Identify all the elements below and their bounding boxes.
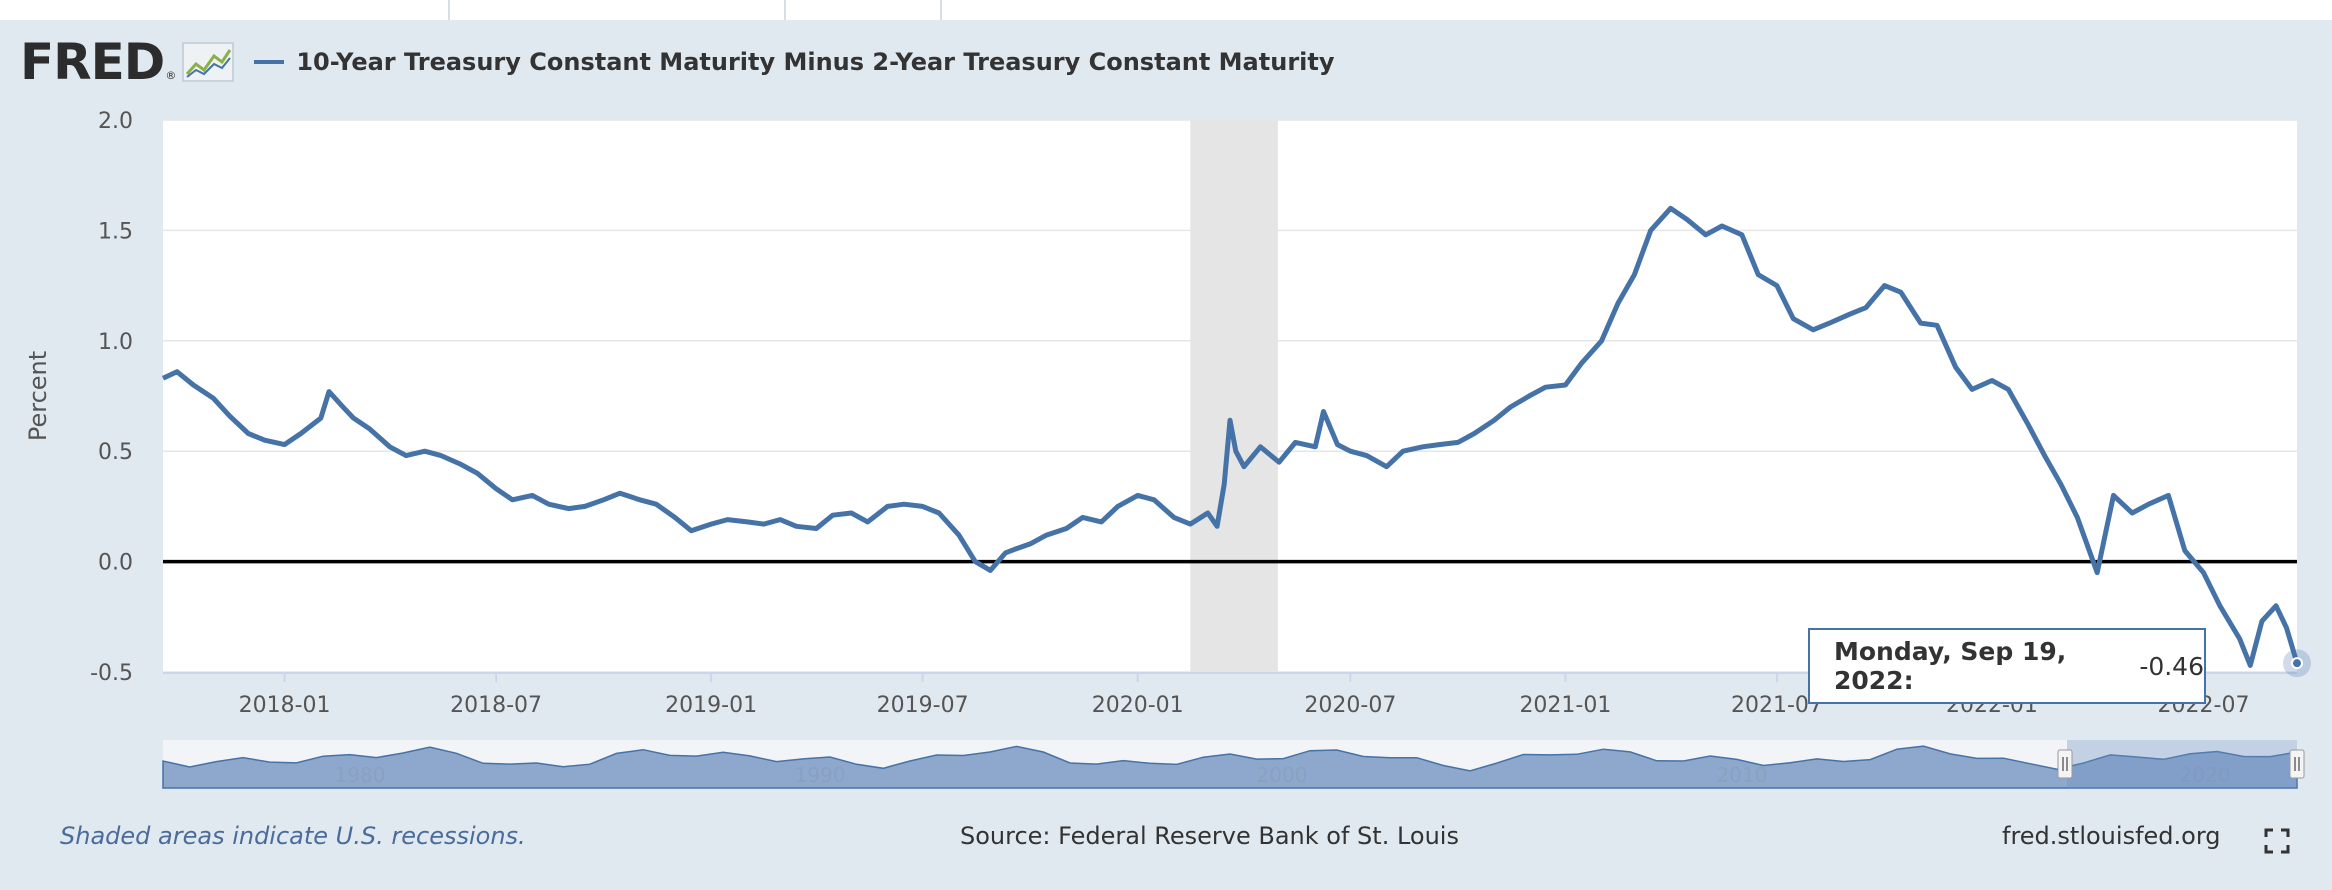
registered-mark: ® [165, 69, 177, 82]
fred-logo[interactable]: FRED [20, 33, 165, 91]
x-tick-label: 2020-07 [1304, 693, 1396, 718]
top-tab-strip [0, 0, 2332, 20]
x-tick-label: 2018-07 [450, 693, 542, 718]
navigator-label: 2000 [1257, 763, 1308, 787]
x-tick-label: 2018-01 [239, 693, 331, 718]
legend-swatch [254, 60, 285, 64]
y-tick-label: 1.0 [98, 330, 133, 355]
x-tick-label: 2019-01 [665, 693, 757, 718]
chart-svg: 2.0 1.5 1.0 0.5 0.0 -0.5 2018-01 2018-07 2019-0… [24, 109, 2311, 789]
x-tick-label: 2021-07 [1731, 693, 1823, 718]
y-tick-label: 0.0 [98, 551, 133, 576]
hover-marker[interactable] [2291, 657, 2303, 670]
source-note: Source: Federal Reserve Bank of St. Loui… [960, 822, 1459, 850]
tooltip-value: -0.46 [2139, 651, 2204, 681]
series-title: 10-Year Treasury Constant Maturity Minus… [296, 48, 1335, 76]
y-tick-label: 1.5 [98, 219, 133, 244]
y-tick-label: 2.0 [98, 109, 133, 134]
navigator-selection[interactable] [2067, 740, 2297, 788]
chart-header: FRED ® 10-Year Treasury Constant Maturit… [20, 34, 1335, 90]
navigator-label: 1990 [795, 763, 846, 787]
navigator-area [162, 745, 2298, 789]
tab-divider [940, 0, 942, 20]
navigator[interactable]: 1980 1990 2000 2010 2020 [162, 740, 2305, 789]
tab-divider [784, 0, 786, 20]
x-tick-label: 2020-01 [1092, 693, 1184, 718]
fred-graph-icon [182, 42, 235, 82]
x-tick-label: 2021-01 [1519, 693, 1611, 718]
recession-band [1190, 120, 1278, 672]
data-tooltip: Monday, Sep 19, 2022: -0.46 [1808, 628, 2206, 704]
navigator-label: 2010 [1717, 763, 1768, 787]
recession-note: Shaded areas indicate U.S. recessions. [60, 822, 526, 850]
tooltip-date: Monday, Sep 19, 2022: [1834, 637, 2067, 695]
navigator-right-handle[interactable] [2289, 749, 2305, 779]
fullscreen-icon[interactable] [2264, 828, 2290, 854]
tab-divider [448, 0, 450, 20]
y-tick-label: 0.5 [98, 440, 133, 465]
navigator-label: 1980 [335, 763, 386, 787]
series-line[interactable] [161, 205, 2300, 668]
site-link[interactable]: fred.stlouisfed.org [2002, 822, 2221, 850]
y-tick-label: -0.5 [90, 661, 133, 686]
navigator-left-handle[interactable] [2057, 749, 2073, 779]
x-tick-label: 2019-07 [877, 693, 969, 718]
y-axis-label: Percent [24, 351, 52, 441]
navigator-label: 2020 [2180, 763, 2231, 787]
